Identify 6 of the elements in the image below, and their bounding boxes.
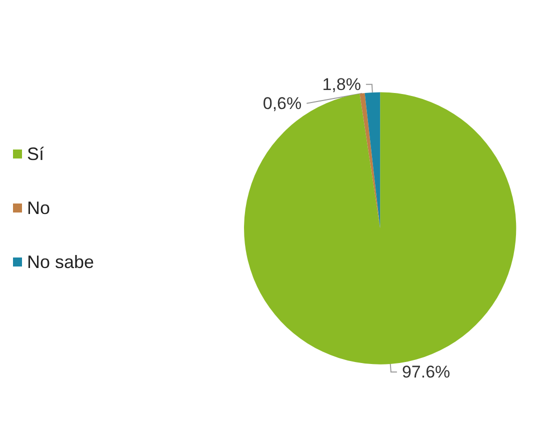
legend-label: No: [27, 198, 50, 218]
legend-label: No sabe: [27, 252, 94, 272]
data-label: 0,6%: [262, 94, 302, 113]
data-label: 97.6%: [402, 362, 450, 382]
legend-label: Sí: [27, 144, 44, 164]
data-label: 1,8%: [322, 74, 361, 94]
